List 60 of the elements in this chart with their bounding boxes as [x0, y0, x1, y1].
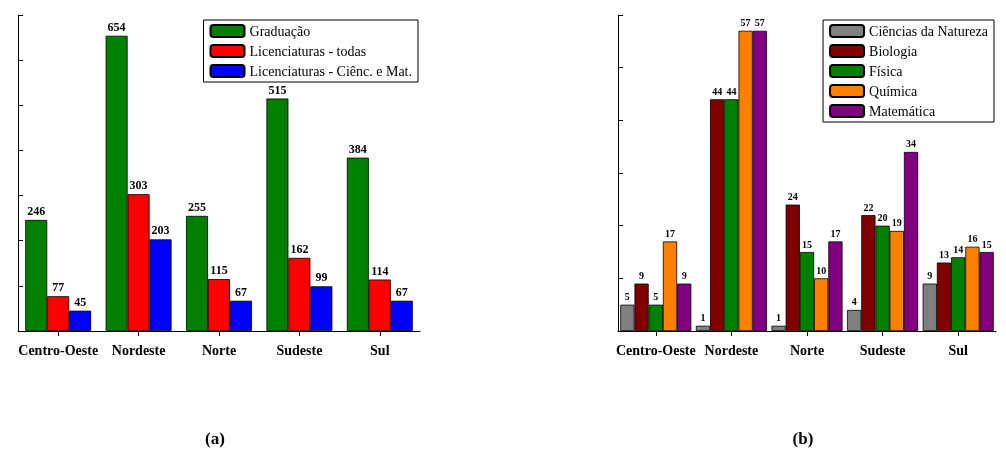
x-tick-label: Sudeste [859, 342, 906, 358]
data-label: 114 [371, 263, 389, 278]
x-tick-label: Sul [370, 342, 390, 358]
data-label: 5 [653, 291, 659, 303]
data-label: 45 [74, 294, 87, 309]
data-label: 5 [624, 291, 630, 303]
legend-label: Ciências da Natureza [869, 23, 989, 39]
data-label: 4 [851, 296, 857, 308]
data-label: 15 [802, 238, 812, 250]
x-tick-label: Nordeste [111, 342, 166, 358]
x-tick-label: Sudeste [276, 342, 323, 358]
x-tick-label: Norte [201, 342, 237, 358]
legend-label: Licenciaturas - Ciênc. e Mat. [249, 63, 412, 79]
data-label: 99 [315, 270, 328, 285]
legend-label: Matemática [869, 103, 936, 119]
data-label: 255 [188, 199, 207, 214]
x-tick-label: Centro-Oeste [615, 342, 696, 358]
text: (a) [205, 429, 225, 448]
data-label: 515 [268, 82, 287, 97]
data-label: 9 [681, 270, 687, 282]
legend-label: Biologia [869, 43, 919, 59]
legend-label: Licenciaturas - todas [249, 43, 367, 59]
data-label: 1 [776, 312, 782, 324]
data-label: 24 [787, 191, 798, 203]
data-label: 22 [863, 201, 874, 213]
data-label: 20 [877, 212, 888, 224]
text: (b) [792, 429, 814, 448]
legend-label: Física [869, 63, 904, 79]
data-label: 246 [27, 203, 46, 218]
data-label: 57 [740, 17, 751, 29]
data-label: 17 [830, 227, 841, 239]
x-tick-label: Norte [789, 342, 825, 358]
data-label: 203 [151, 223, 170, 238]
data-label: 17 [665, 227, 676, 239]
data-label: 67 [234, 284, 247, 299]
x-tick-label: Centro-Oeste [18, 342, 99, 358]
data-label: 654 [107, 19, 126, 34]
data-label: 34 [906, 138, 917, 150]
data-label: 44 [712, 85, 723, 97]
x-tick-label: Sul [948, 342, 969, 358]
data-label: 1 [700, 312, 706, 324]
legend-label: Graduação [249, 23, 311, 39]
data-label: 14 [953, 243, 964, 255]
data-label: 10 [816, 264, 827, 276]
data-label: 9 [927, 270, 933, 282]
data-label: 303 [129, 178, 148, 193]
data-label: 16 [967, 233, 978, 245]
data-label: 162 [290, 241, 309, 256]
legend-label: Química [869, 83, 919, 99]
data-label: 67 [395, 284, 408, 299]
data-label: 57 [754, 17, 765, 29]
data-label: 115 [210, 263, 228, 278]
data-label: 44 [726, 85, 737, 97]
data-label: 19 [891, 217, 902, 229]
data-label: 384 [348, 141, 367, 156]
data-label: 9 [639, 270, 645, 282]
data-label: 77 [52, 280, 65, 295]
data-label: 15 [981, 238, 992, 250]
x-tick-label: Nordeste [704, 342, 759, 358]
data-label: 13 [938, 249, 949, 261]
